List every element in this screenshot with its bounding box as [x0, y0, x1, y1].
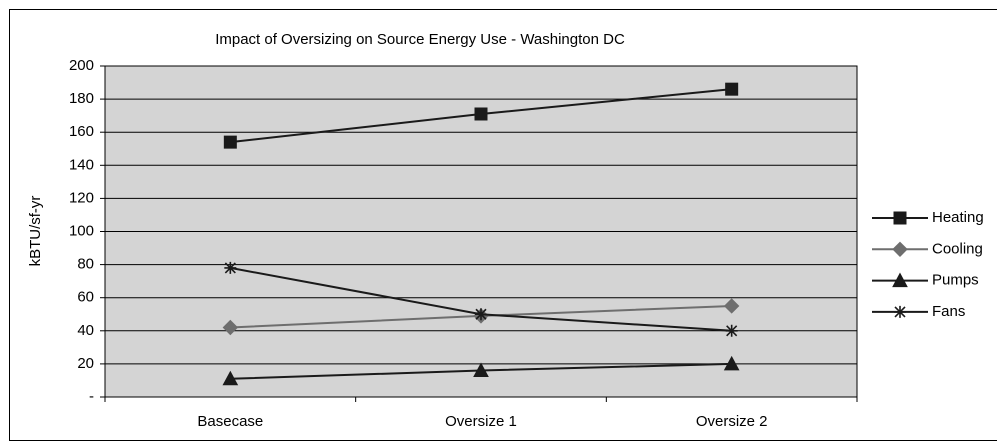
data-point	[723, 298, 740, 314]
legend-marker	[894, 305, 906, 318]
legend-marker	[892, 241, 908, 258]
data-point	[222, 370, 239, 386]
y-tick-label: 20	[77, 355, 94, 372]
x-tick-label: Oversize 1	[445, 413, 517, 430]
y-tick-label: 140	[69, 156, 94, 173]
chart-title: Impact of Oversizing on Source Energy Us…	[215, 31, 625, 48]
y-tick-label: 200	[69, 57, 94, 74]
data-point	[224, 261, 237, 274]
y-tick-label: -	[89, 388, 94, 405]
data-point	[473, 362, 489, 378]
data-point	[723, 355, 740, 371]
legend-label: Cooling	[932, 240, 983, 257]
legend-label: Fans	[932, 303, 965, 320]
y-tick-label: 180	[69, 90, 94, 107]
y-axis-label: kBTU/sf-yr	[27, 196, 44, 267]
data-point	[223, 135, 237, 149]
legend-marker	[892, 272, 908, 288]
y-tick-label: 120	[69, 189, 94, 206]
y-tick-label: 160	[69, 123, 94, 140]
x-tick-label: Basecase	[197, 413, 263, 430]
data-point	[725, 324, 738, 337]
y-tick-label: 40	[77, 322, 94, 339]
data-point	[474, 107, 488, 121]
legend-label: Pumps	[932, 272, 979, 289]
y-tick-label: 60	[77, 289, 94, 306]
data-point	[725, 82, 739, 96]
legend-marker	[893, 211, 907, 225]
x-tick-label: Oversize 2	[696, 413, 768, 430]
data-point	[222, 319, 239, 336]
legend-label: Heating	[932, 209, 984, 226]
data-point	[475, 308, 487, 321]
y-tick-label: 100	[69, 222, 94, 239]
y-tick-label: 80	[77, 256, 94, 273]
